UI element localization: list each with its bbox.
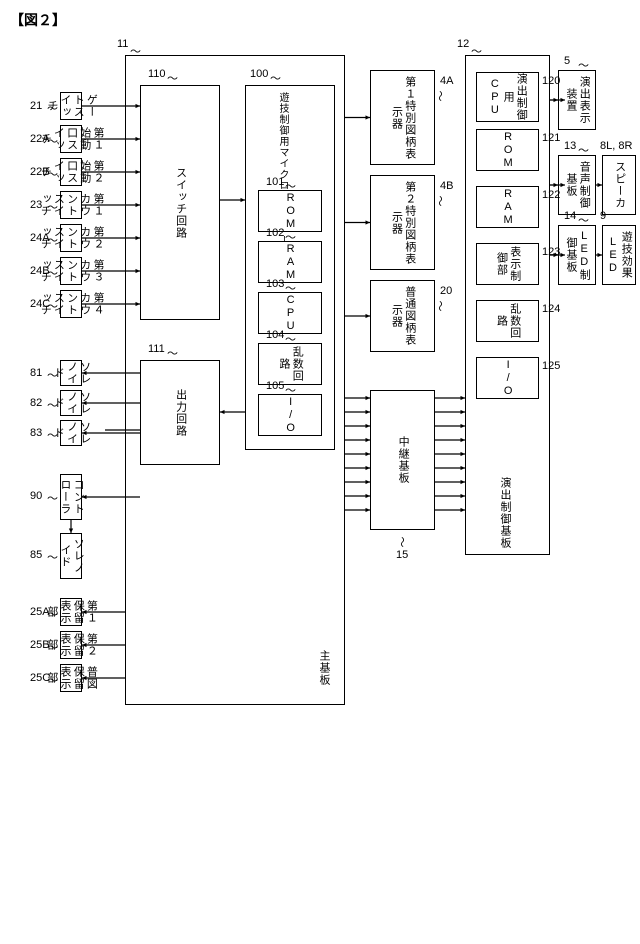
ref-124: 124 [542,303,560,315]
ref-123: 123 [542,246,560,258]
ref-121: 121 [542,132,560,144]
ref-120: 120 [542,75,560,87]
ref-125: 125 [542,360,560,372]
ref-122: 122 [542,189,560,201]
